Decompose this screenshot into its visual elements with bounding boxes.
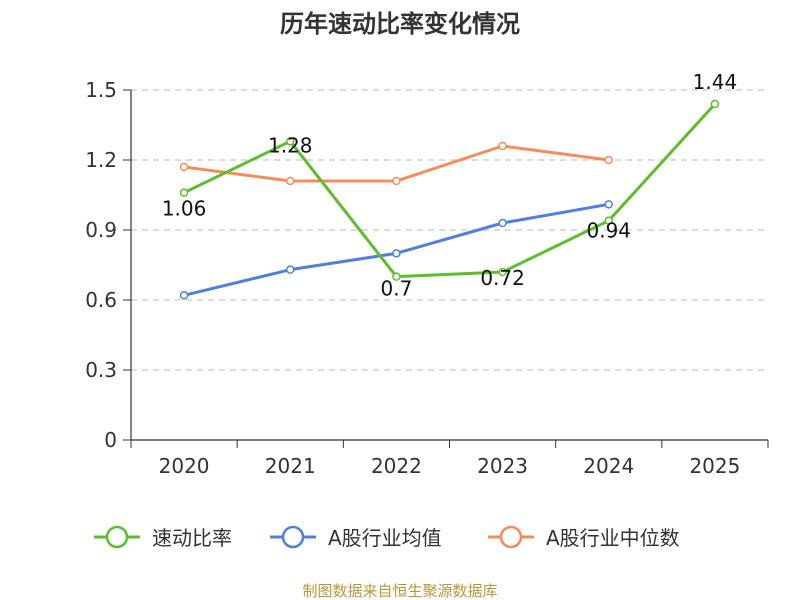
data-label: 0.7 <box>381 277 413 301</box>
series-line-0 <box>182 102 717 279</box>
y-tick-label: 0 <box>104 428 117 452</box>
data-label: 1.28 <box>268 133 313 157</box>
legend-label: A股行业中位数 <box>546 526 680 550</box>
y-tick-label: 0.3 <box>85 358 117 382</box>
data-label: 0.94 <box>586 219 631 243</box>
data-point <box>604 200 613 209</box>
x-tick-label: 2020 <box>159 454 210 478</box>
data-point <box>392 176 401 186</box>
legend-item-1: A股行业均值 <box>270 525 442 550</box>
y-tick-label: 1.2 <box>85 148 117 172</box>
data-point <box>286 176 295 186</box>
legend-marker <box>281 525 305 549</box>
x-tick-label: 2025 <box>689 454 740 478</box>
data-point <box>179 162 189 172</box>
data-point <box>498 141 507 151</box>
data-point <box>498 218 507 228</box>
data-point <box>286 265 295 274</box>
label-layer: 1.06 1.28 0.7 0.72 0.94 1.44 <box>162 70 737 301</box>
y-tick-label: 1.5 <box>85 78 117 102</box>
data-point <box>179 188 189 197</box>
data-label: 1.44 <box>693 70 738 94</box>
data-point <box>392 249 401 258</box>
legend-item-2: A股行业中位数 <box>488 525 680 550</box>
data-point <box>498 267 507 277</box>
data-point <box>710 99 720 109</box>
data-label: 1.06 <box>162 197 207 221</box>
y-tick-label: 0.9 <box>85 218 117 242</box>
legend-item-0: 速动比率 <box>94 525 232 550</box>
source-note: 制图数据来自恒生聚源数据库 <box>302 582 497 600</box>
data-point <box>286 137 295 146</box>
grid-layer <box>131 89 768 371</box>
x-tick-label: 2023 <box>477 454 528 478</box>
legend-marker <box>105 525 129 549</box>
data-label: 0.72 <box>480 266 525 290</box>
data-point <box>392 272 401 281</box>
legend-marker <box>499 525 523 549</box>
data-point <box>179 291 189 300</box>
data-point <box>604 155 613 165</box>
x-tick-label: 2024 <box>583 454 634 478</box>
legend: 速动比率 A股行业均值 A股行业中位数 <box>94 525 680 550</box>
data-point <box>604 216 613 225</box>
legend-label: 速动比率 <box>152 526 232 550</box>
x-tick-label: 2021 <box>265 454 316 478</box>
series-layer <box>179 99 720 300</box>
axis-layer: 0 0.3 0.6 0.9 1.2 1.5 2020 2021 2022 2023 2024 2025 <box>85 78 769 478</box>
legend-label: A股行业均值 <box>328 526 442 550</box>
chart-title: 历年速动比率变化情况 <box>280 10 520 38</box>
x-tick-label: 2022 <box>371 454 422 478</box>
y-tick-label: 0.6 <box>85 288 117 312</box>
